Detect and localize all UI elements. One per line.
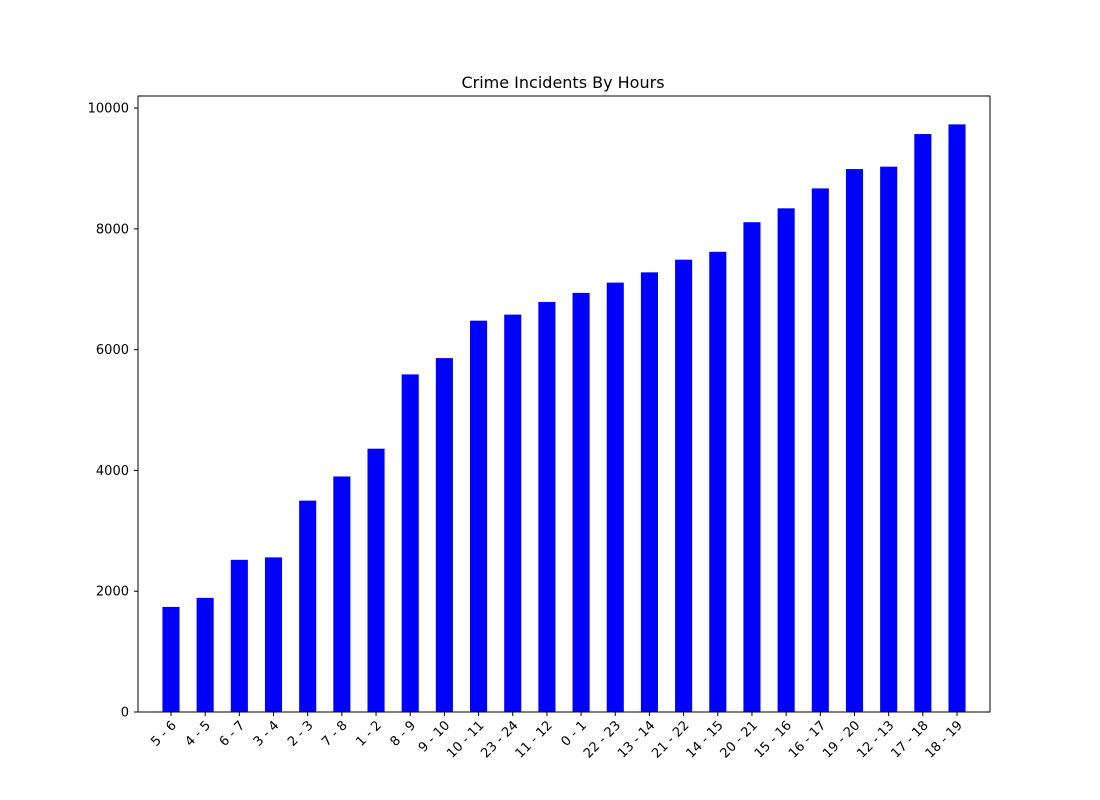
y-tick-label: 4000 bbox=[96, 464, 129, 479]
bar-11-12 bbox=[538, 301, 556, 712]
plot-frame bbox=[137, 95, 991, 713]
bar-3-4 bbox=[264, 557, 283, 712]
x-tick-label: 22 - 23 bbox=[581, 718, 624, 761]
x-tick-label: 5 - 6 bbox=[148, 718, 179, 749]
x-tick-label: 3 - 4 bbox=[251, 718, 282, 749]
x-tick-label: 0 - 1 bbox=[558, 718, 589, 749]
bar-20-21 bbox=[743, 222, 761, 712]
x-tick-label: 15 - 16 bbox=[752, 718, 795, 761]
x-tick-label: 19 - 20 bbox=[820, 718, 863, 761]
y-tick-label: 0 bbox=[121, 706, 129, 721]
x-tick-label: 1 - 2 bbox=[353, 718, 384, 749]
x-tick-label: 14 - 15 bbox=[683, 718, 726, 761]
bar-19-20 bbox=[845, 169, 864, 712]
bar-4-5 bbox=[196, 597, 214, 712]
x-tick-label: 7 - 8 bbox=[319, 718, 350, 749]
bar-22-23 bbox=[606, 282, 624, 712]
x-tick-label: 20 - 21 bbox=[718, 718, 761, 761]
bar-13-14 bbox=[640, 272, 658, 712]
bar-7-8 bbox=[333, 476, 351, 712]
x-tick-label: 17 - 18 bbox=[889, 718, 932, 761]
bar-0-1 bbox=[572, 292, 590, 712]
x-tick-label: 21 - 22 bbox=[649, 718, 692, 761]
bar-21-22 bbox=[675, 259, 693, 712]
bar-14-15 bbox=[709, 251, 727, 712]
bars-group bbox=[162, 124, 966, 713]
bar-16-17 bbox=[811, 188, 829, 712]
x-tick-label: 4 - 5 bbox=[183, 718, 214, 749]
x-tick-label: 12 - 13 bbox=[854, 718, 897, 761]
y-axis: 0 2000 4000 6000 8000 10000 bbox=[88, 102, 138, 721]
y-tick-label: 8000 bbox=[96, 222, 129, 237]
chart-title: Crime Incidents By Hours bbox=[461, 73, 664, 92]
x-tick-label: 18 - 19 bbox=[923, 718, 966, 761]
x-tick-label: 23 - 24 bbox=[478, 718, 521, 761]
bar-5-6 bbox=[162, 606, 180, 712]
x-tick-label: 10 - 11 bbox=[444, 718, 487, 761]
bar-2-3 bbox=[299, 500, 317, 712]
y-tick-label: 10000 bbox=[88, 102, 129, 117]
bar-12-13 bbox=[880, 166, 898, 712]
bar-1-2 bbox=[367, 448, 385, 712]
bar-8-9 bbox=[401, 374, 419, 712]
x-tick-label: 6 - 7 bbox=[217, 718, 248, 749]
bar-9-10 bbox=[435, 358, 453, 712]
x-tick-label: 13 - 14 bbox=[615, 718, 658, 761]
x-tick-label: 16 - 17 bbox=[786, 718, 829, 761]
bar-15-16 bbox=[777, 208, 795, 712]
x-tick-label: 8 - 9 bbox=[388, 718, 419, 749]
bar-23-24 bbox=[504, 314, 522, 712]
y-tick-label: 6000 bbox=[96, 343, 129, 358]
bar-18-19 bbox=[948, 124, 966, 712]
x-tick-label: 2 - 3 bbox=[285, 718, 316, 749]
bar-6-7 bbox=[230, 559, 248, 712]
bar-10-11 bbox=[470, 320, 488, 712]
y-tick-label: 2000 bbox=[96, 585, 129, 600]
bar-17-18 bbox=[914, 134, 932, 713]
x-tick-label: 11 - 12 bbox=[513, 718, 556, 761]
